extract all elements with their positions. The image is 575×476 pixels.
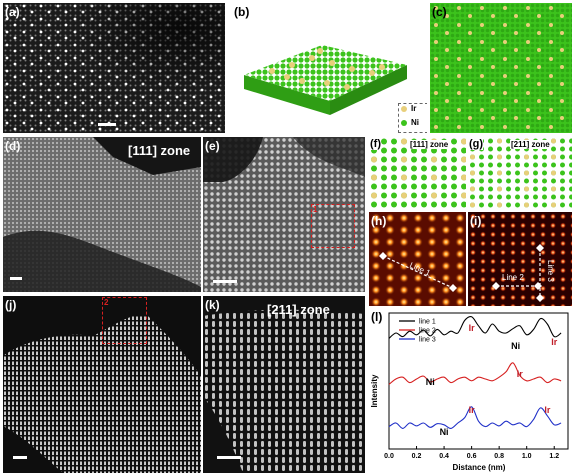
panel-b: (b) Ir Ni (232, 3, 427, 133)
panel-j-label: (j) (5, 298, 17, 312)
peak-annotation: Ir (517, 369, 524, 379)
panel-b-label: (b) (234, 5, 250, 19)
panel-d: (d) [111] zone (3, 137, 201, 292)
panel-h-image: Line 1 (369, 212, 466, 306)
panel-g: (g) [211] zone (468, 137, 572, 209)
panel-k-image (203, 309, 365, 473)
panel-e: (e) 1 (203, 137, 365, 292)
x-tick-label: 0.8 (494, 453, 504, 460)
panel-d-label: (d) (5, 139, 21, 153)
series-line-1 (388, 316, 562, 339)
roi-label-1: 1 (313, 205, 318, 214)
panel-l: (l) Intensity Distance (nm) 0.0 0.2 0.4 0.6… (369, 309, 572, 473)
line-2-label: Line 2 (502, 273, 524, 282)
series-line-2 (388, 362, 562, 385)
panel-e-image (203, 137, 365, 292)
panel-f-label: (f) (370, 138, 381, 150)
panel-f-zone: [111] zone (409, 140, 450, 149)
scale-bar (217, 456, 241, 459)
panel-i: Line 2 Line 3 (i) (468, 212, 572, 306)
scale-bar (13, 456, 27, 459)
panel-k-label: (k) (205, 298, 220, 312)
x-axis-label: Distance (nm) (453, 463, 506, 472)
legend-ni-label: Ni (411, 118, 419, 127)
panel-g-zone: [211] zone (510, 140, 551, 149)
panel-i-label: (i) (470, 214, 482, 228)
peak-annotation: Ni (511, 341, 520, 351)
roi-box-2 (102, 297, 147, 344)
panel-d-image (3, 137, 201, 292)
panel-g-model (468, 137, 572, 209)
x-tick-label: 1.2 (549, 453, 559, 460)
ni-legend-icon (401, 120, 407, 126)
line-1-path (382, 255, 454, 289)
scale-bar (213, 280, 237, 283)
panel-i-image: Line 2 Line 3 (468, 212, 572, 306)
x-tick-label: 1.0 (522, 453, 532, 460)
panel-l-label: (l) (371, 310, 383, 324)
x-tick-label: 0.4 (439, 453, 449, 460)
plot-frame (388, 312, 569, 450)
scale-bar (98, 123, 116, 126)
legend: Ir Ni (398, 103, 427, 133)
panel-c-label: (c) (432, 5, 447, 19)
legend-label: line 2 (419, 328, 436, 335)
panel-g-label: (g) (469, 138, 484, 150)
panel-f-model (369, 137, 466, 209)
peak-annotation: Ir (469, 405, 476, 415)
panel-b-model (244, 45, 407, 115)
line-3-label: Line 3 (546, 260, 555, 282)
panel-h: Line 1 (h) (369, 212, 466, 306)
ir-legend-icon (401, 106, 407, 112)
x-tick-label: 0.2 (412, 453, 422, 460)
panel-a: (a) (3, 3, 225, 133)
x-tick-label: 0.6 (467, 453, 477, 460)
y-axis-label: Intensity (370, 374, 379, 407)
legend-ir-label: Ir (411, 104, 417, 113)
panel-a-label: (a) (5, 5, 20, 19)
panel-k-zone: [211] zone (267, 302, 330, 317)
peak-annotation: Ir (551, 337, 558, 347)
legend-label: line 3 (419, 337, 436, 344)
peak-annotation: Ni (426, 377, 435, 387)
peak-annotation: Ir (544, 405, 551, 415)
roi-box-1 (311, 204, 355, 248)
panel-j: (j) 2 (3, 296, 201, 473)
panel-k: (k) [211] zone (203, 296, 365, 473)
panel-f: (f) [111] zone (369, 137, 466, 209)
scale-bar (10, 277, 22, 280)
peak-annotation: Ni (440, 427, 449, 437)
panel-c: (c) (430, 3, 572, 133)
intensity-chart: Intensity Distance (nm) 0.0 0.2 0.4 0.6 0.8 1… (370, 312, 569, 472)
roi-label-2: 2 (104, 298, 109, 307)
legend-label: line 1 (419, 319, 436, 326)
peak-annotation: Ir (469, 323, 476, 333)
panel-e-label: (e) (205, 139, 220, 153)
panel-h-label: (h) (371, 214, 387, 228)
panel-c-model (430, 3, 572, 133)
x-tick-label: 0.0 (384, 453, 394, 460)
series-line-3 (388, 406, 562, 429)
panel-d-zone: [111] zone (128, 143, 191, 158)
panel-a-image (3, 3, 225, 133)
